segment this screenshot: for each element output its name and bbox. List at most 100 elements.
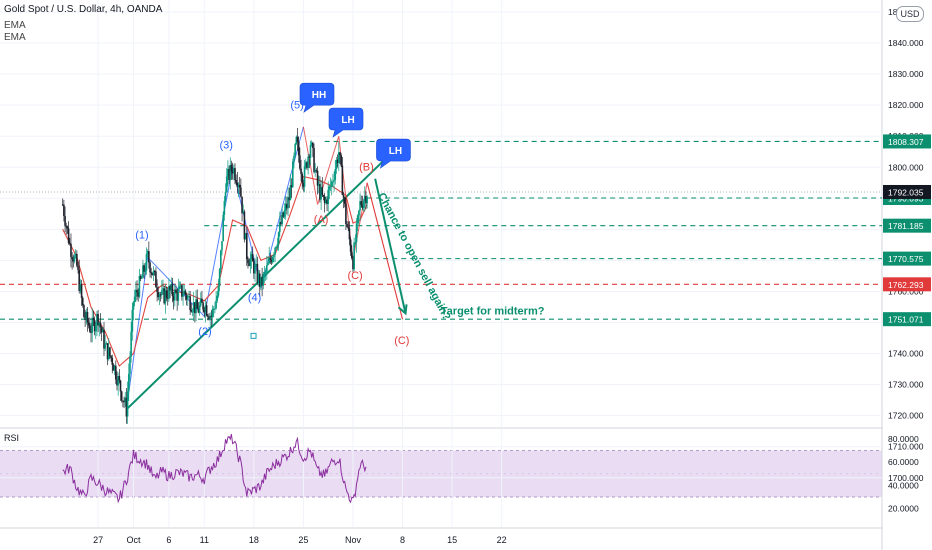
candle-body[interactable] <box>275 246 278 248</box>
candle-body[interactable] <box>157 292 160 298</box>
candle-body[interactable] <box>124 397 127 403</box>
candle-body[interactable] <box>164 290 167 304</box>
candle-body[interactable] <box>227 168 229 177</box>
candle-body[interactable] <box>182 294 184 297</box>
candle-body[interactable] <box>250 254 253 260</box>
wave-label[interactable]: (3) <box>220 140 233 152</box>
candle-body[interactable] <box>191 311 194 313</box>
candle-body[interactable] <box>92 317 95 320</box>
candle-body[interactable] <box>105 343 108 345</box>
candle-body[interactable] <box>185 295 188 300</box>
candle-body[interactable] <box>281 212 283 225</box>
candle-body[interactable] <box>294 143 296 156</box>
candle-body[interactable] <box>276 244 279 247</box>
candle-body[interactable] <box>112 364 115 371</box>
candle-body[interactable] <box>319 184 321 200</box>
wave-label[interactable]: (2) <box>198 326 211 338</box>
candle-body[interactable] <box>178 286 181 289</box>
wave-label[interactable]: (A) <box>314 214 329 226</box>
candle-body[interactable] <box>172 296 175 301</box>
candle-body[interactable] <box>189 296 191 311</box>
candle-body[interactable] <box>73 256 76 262</box>
candle-body[interactable] <box>261 276 263 286</box>
candle-body[interactable] <box>212 308 215 310</box>
candle-body[interactable] <box>190 310 193 312</box>
level-price-tag[interactable] <box>883 312 931 327</box>
candle-body[interactable] <box>66 226 69 229</box>
candle-body[interactable] <box>215 300 217 309</box>
candle-body[interactable] <box>317 184 320 186</box>
candle-body[interactable] <box>122 400 124 402</box>
candle-body[interactable] <box>67 228 70 244</box>
wave-label[interactable]: (4) <box>248 292 261 304</box>
candle-body[interactable] <box>235 180 237 183</box>
candle-body[interactable] <box>301 174 304 183</box>
candle-body[interactable] <box>214 308 216 310</box>
candle-body[interactable] <box>238 184 241 188</box>
candle-body[interactable] <box>263 272 266 275</box>
candle-body[interactable] <box>234 168 236 181</box>
candle-body[interactable] <box>290 185 293 188</box>
candle-body[interactable] <box>199 298 202 306</box>
candle-body[interactable] <box>181 285 183 297</box>
candle-body[interactable] <box>91 317 93 333</box>
candle-body[interactable] <box>326 199 328 204</box>
candle-body[interactable] <box>268 257 270 264</box>
candle-body[interactable] <box>300 168 302 175</box>
candle-body[interactable] <box>302 182 305 187</box>
candle-body[interactable] <box>76 253 78 266</box>
candle-body[interactable] <box>349 239 352 252</box>
candle-body[interactable] <box>205 305 208 316</box>
candle-body[interactable] <box>342 194 345 198</box>
candle-body[interactable] <box>307 156 309 169</box>
indicator-ema-1[interactable]: EMA <box>4 20 26 31</box>
candle-body[interactable] <box>61 204 64 206</box>
candle-body[interactable] <box>222 214 224 242</box>
candle-body[interactable] <box>271 256 274 263</box>
candle-body[interactable] <box>247 259 249 264</box>
candle-body[interactable] <box>321 187 324 196</box>
candle-body[interactable] <box>258 273 261 287</box>
candle-body[interactable] <box>242 211 245 214</box>
candle-body[interactable] <box>267 263 269 266</box>
candle-body[interactable] <box>72 259 75 262</box>
candle-body[interactable] <box>165 290 168 298</box>
candle-body[interactable] <box>144 270 147 272</box>
candle-body[interactable] <box>277 232 280 245</box>
candle-body[interactable] <box>243 211 246 240</box>
level-price-tag[interactable] <box>883 218 931 233</box>
candle-body[interactable] <box>347 226 350 229</box>
candle-body[interactable] <box>168 286 170 299</box>
candle-body[interactable] <box>312 142 314 149</box>
candle-body[interactable] <box>109 347 111 356</box>
candle-body[interactable] <box>338 152 340 164</box>
candle-body[interactable] <box>176 292 178 301</box>
candle-body[interactable] <box>288 197 291 201</box>
candle-body[interactable] <box>96 313 98 326</box>
candle-body[interactable] <box>332 181 334 183</box>
candle-body[interactable] <box>198 305 201 313</box>
candle-body[interactable] <box>85 311 88 320</box>
candle-body[interactable] <box>323 196 326 204</box>
candle-body[interactable] <box>286 203 288 209</box>
candle-body[interactable] <box>221 241 223 251</box>
projection-path[interactable] <box>366 182 404 320</box>
level-price-tag[interactable] <box>883 277 931 292</box>
candle-body[interactable] <box>325 199 327 204</box>
candle-body[interactable] <box>136 289 138 293</box>
candle-body[interactable] <box>255 264 258 266</box>
candle-body[interactable] <box>80 284 83 298</box>
candle-body[interactable] <box>70 243 72 257</box>
current-price-tag[interactable] <box>883 184 931 199</box>
candle-body[interactable] <box>129 356 131 374</box>
candle-body[interactable] <box>150 272 152 274</box>
candle-body[interactable] <box>184 290 187 296</box>
candle-body[interactable] <box>262 274 265 286</box>
candle-body[interactable] <box>139 276 142 279</box>
candle-body[interactable] <box>358 210 360 216</box>
candle-body[interactable] <box>148 251 150 263</box>
candle-body[interactable] <box>341 165 344 195</box>
candle-body[interactable] <box>216 295 219 301</box>
candle-body[interactable] <box>81 297 84 306</box>
candle-body[interactable] <box>78 269 81 292</box>
